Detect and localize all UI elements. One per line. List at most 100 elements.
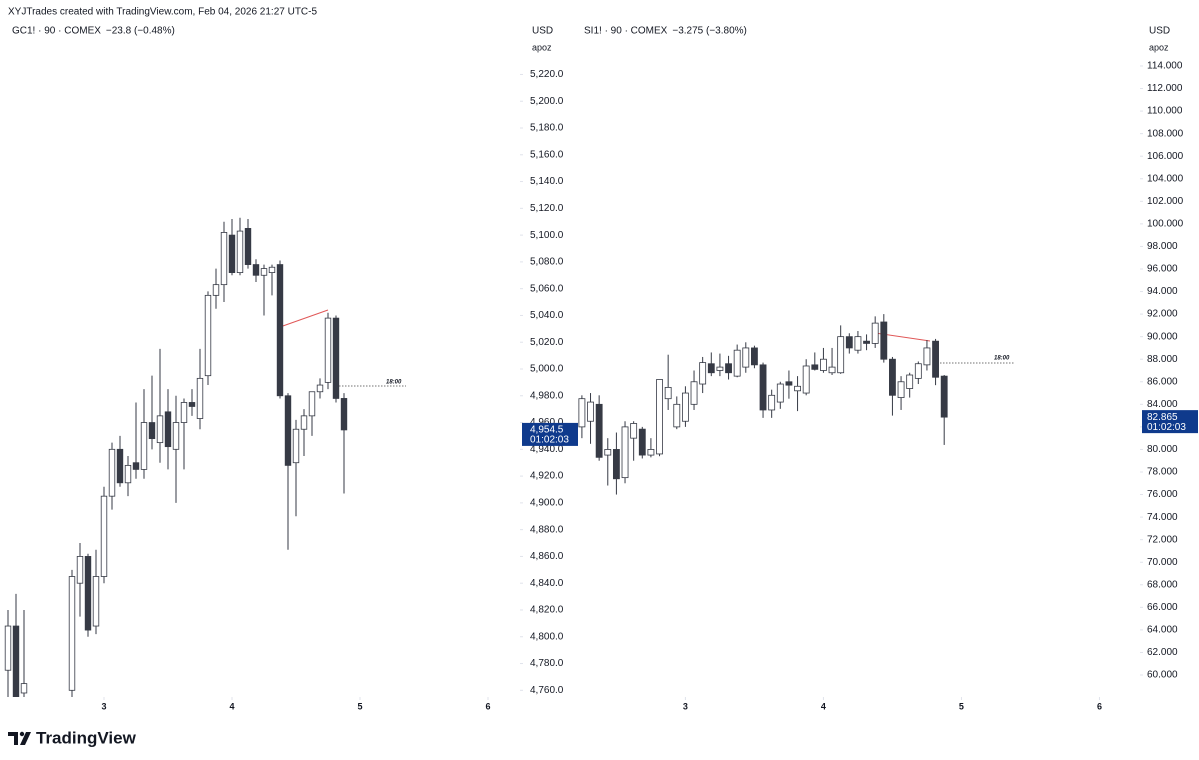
candle-body [828,366,836,374]
candle-body [725,363,732,374]
candle-body [673,403,681,428]
candles [578,314,948,495]
candle-body [124,464,132,484]
candle-body [889,358,896,396]
candle-body [340,398,348,431]
candle-body [108,448,116,497]
candle-body [621,426,629,479]
chart-title: SI1! · 90 · COMEX [584,26,668,37]
candle-body [140,422,148,470]
y-tick-label: 78.000 [1147,467,1178,478]
candle-body [794,385,801,392]
candle-body [228,234,236,273]
candle-body [212,284,220,296]
candle-body [742,347,750,368]
candle-body [204,294,212,377]
y-tick-label: 108.000 [1147,128,1184,139]
y-tick-label: 74.000 [1147,512,1178,523]
candle-body [751,347,758,366]
candle-body [785,381,793,386]
y-tick-label: 4,960.0 [530,417,564,428]
y-tick-label: 4,880.0 [530,524,564,535]
x-tick-label: 3 [101,701,106,711]
candle-body [20,683,28,694]
countdown: 01:02:03 [530,435,569,446]
y-tick-label: 4,780.0 [530,658,564,669]
candle-body [324,317,332,383]
candle-body [914,363,922,379]
y-tick-label: 84.000 [1147,399,1178,410]
y-tick-label: 4,860.0 [530,551,564,562]
session-label: 18:00 [386,380,402,386]
candle-body [595,403,603,458]
candle-body [260,268,268,276]
candle-body [940,375,948,418]
last-price-label: 82.865 [1147,412,1178,423]
candle-body [276,264,284,397]
y-tick-label: 4,920.0 [530,471,564,482]
candle-body [92,576,100,627]
candle-body [316,384,324,393]
y-tick-label: 62.000 [1147,647,1178,658]
y-tick-label: 114.000 [1147,61,1183,72]
logo-text: TradingView [36,728,137,747]
candle-body [845,336,853,349]
candle-body [172,422,180,450]
last-price-label: 4,954.5 [530,425,564,436]
candle-body [932,340,939,378]
y-tick-label: 80.000 [1147,444,1178,455]
candle-body [923,347,931,366]
candle-body [100,495,108,577]
y-tick-label: 98.000 [1147,241,1178,252]
candle-body [196,377,204,419]
candle-body [776,383,784,403]
y-tick-label: 106.000 [1147,151,1184,162]
candle-body [716,366,724,371]
y-tick-label: 64.000 [1147,625,1178,636]
change-text: −3.275 (−3.80%) [672,26,747,37]
y-tick-label: 4,760.0 [530,685,564,696]
y-tick-label: 66.000 [1147,602,1178,613]
session-label: 18:00 [994,356,1010,362]
candle-body [820,358,827,371]
candle-body [647,449,655,456]
candle-body [837,336,845,374]
candle-body [587,401,594,422]
chart-title: GC1! · 90 · COMEX [12,26,101,37]
x-tick-label: 6 [1097,701,1102,711]
candle-body [236,230,244,273]
candle-body [268,266,276,273]
candle-body [699,362,707,385]
x-tick-label: 4 [821,701,826,711]
y-tick-label: 102.000 [1147,196,1184,207]
candle-body [612,449,620,480]
currency: USD [1149,26,1170,37]
candles [4,217,348,697]
candle-body [116,448,124,484]
candle-body [188,402,196,407]
y-tick-label: 90.000 [1147,331,1178,342]
y-tick-label: 72.000 [1147,534,1178,545]
candle-body [768,394,776,411]
candle-body [733,349,741,377]
candle-body [664,387,672,400]
candle-body [880,321,888,360]
y-tick-label: 94.000 [1147,286,1178,297]
x-tick-label: 5 [959,701,964,711]
trendline [279,309,329,328]
y-tick-label: 4,900.0 [530,498,564,509]
candle-body [148,422,156,440]
y-tick-label: 104.000 [1147,173,1184,184]
candle-body [76,556,84,584]
candle-body [630,423,638,439]
last-price-box [522,422,578,446]
x-tick-label: 6 [485,701,490,711]
candle-body [906,374,914,389]
candle-body [292,428,300,464]
candle-body [897,381,905,398]
candle-body [244,228,252,265]
y-tick-label: 5,180.0 [530,123,564,134]
candle-body [681,392,689,422]
y-tick-label: 88.000 [1147,354,1178,365]
y-tick-label: 5,160.0 [530,149,564,160]
